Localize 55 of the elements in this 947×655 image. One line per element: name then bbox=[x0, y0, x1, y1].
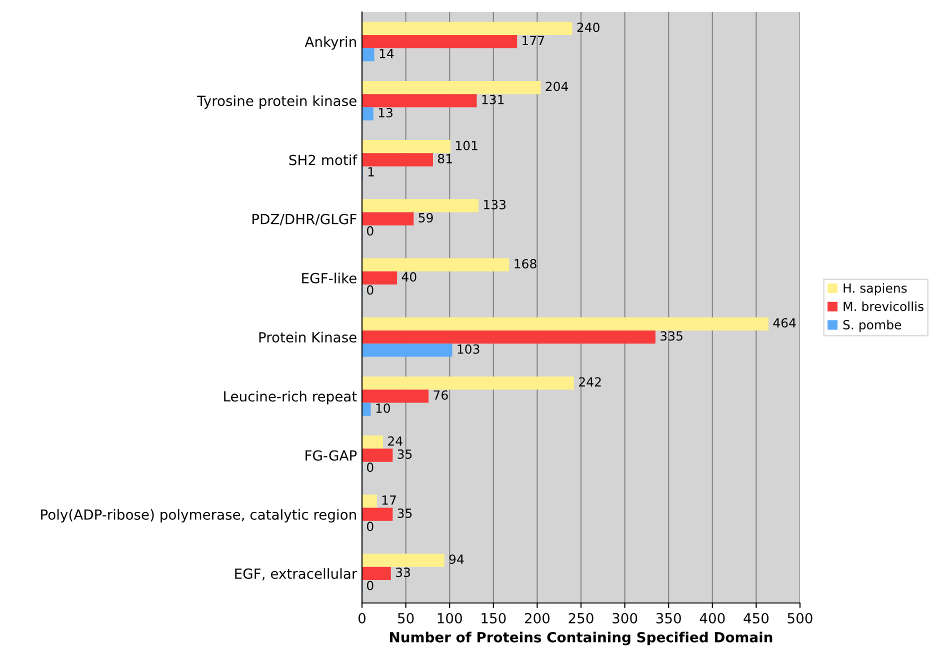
y-tick-label: PDZ/DHR/GLGF bbox=[252, 214, 356, 226]
legend-label: S. pombe bbox=[843, 320, 902, 332]
x-tick-label: 250 bbox=[568, 612, 594, 624]
data-label: 240 bbox=[577, 22, 600, 32]
data-label: 94 bbox=[449, 554, 464, 564]
x-tick-label: 400 bbox=[700, 612, 725, 624]
x-tick-label: 200 bbox=[524, 612, 550, 624]
data-label: 17 bbox=[382, 496, 396, 505]
data-label: 76 bbox=[434, 390, 448, 400]
data-label: 1 bbox=[368, 167, 374, 176]
y-tick-label: Ankyrin bbox=[304, 36, 356, 50]
data-label: 177 bbox=[522, 36, 544, 45]
data-label: 24 bbox=[388, 436, 402, 446]
x-tick-label: 50 bbox=[398, 612, 414, 624]
data-label: 14 bbox=[380, 49, 394, 58]
data-label: 204 bbox=[546, 82, 568, 92]
y-tick-label: FG-GAP bbox=[306, 450, 357, 461]
data-label: 0 bbox=[366, 580, 374, 590]
data-label: 59 bbox=[418, 213, 433, 222]
data-label: 35 bbox=[398, 449, 412, 459]
data-label: 33 bbox=[396, 568, 410, 578]
x-tick-label: 350 bbox=[656, 612, 681, 624]
legend-label: M. brevicollis bbox=[844, 301, 924, 312]
data-label: 131 bbox=[482, 94, 504, 104]
data-label: 133 bbox=[484, 200, 506, 210]
data-label: 0 bbox=[366, 226, 374, 236]
x-tick-label: 150 bbox=[482, 612, 506, 624]
data-label: 335 bbox=[660, 331, 682, 341]
x-axis-title: Number of Proteins Containing Specified Domain bbox=[390, 632, 772, 646]
data-label: 0 bbox=[366, 522, 374, 532]
data-label: 103 bbox=[458, 344, 480, 354]
y-tick-label: Tyrosine protein kinase bbox=[197, 95, 356, 109]
data-label: 0 bbox=[366, 462, 374, 472]
data-label: 35 bbox=[398, 508, 412, 518]
x-tick-label: 300 bbox=[612, 612, 638, 624]
data-label: 0 bbox=[366, 285, 374, 295]
y-tick-label: Poly(ADP-ribose) polymerase, catalytic region bbox=[41, 509, 356, 523]
x-tick-label: 500 bbox=[788, 612, 812, 624]
data-label: 10 bbox=[376, 403, 390, 413]
data-label: 13 bbox=[378, 108, 392, 118]
data-label: 242 bbox=[579, 377, 601, 386]
y-tick-label: Leucine-rich repeat bbox=[224, 390, 357, 404]
data-label: 40 bbox=[402, 272, 416, 282]
data-label: 101 bbox=[456, 140, 478, 150]
y-tick-label: EGF, extracellular bbox=[235, 568, 358, 580]
data-label: 464 bbox=[773, 318, 796, 328]
x-tick-label: 450 bbox=[744, 612, 769, 624]
y-tick-label: EGF-like bbox=[302, 272, 356, 284]
data-label: 81 bbox=[438, 154, 452, 164]
data-label: 168 bbox=[514, 258, 536, 268]
y-tick-label: Protein Kinase bbox=[259, 332, 356, 343]
legend-label: H. sapiens bbox=[844, 283, 907, 296]
x-tick-label: 0 bbox=[358, 612, 366, 624]
y-tick-label: SH2 motif bbox=[289, 154, 358, 166]
x-tick-label: 100 bbox=[438, 612, 462, 624]
